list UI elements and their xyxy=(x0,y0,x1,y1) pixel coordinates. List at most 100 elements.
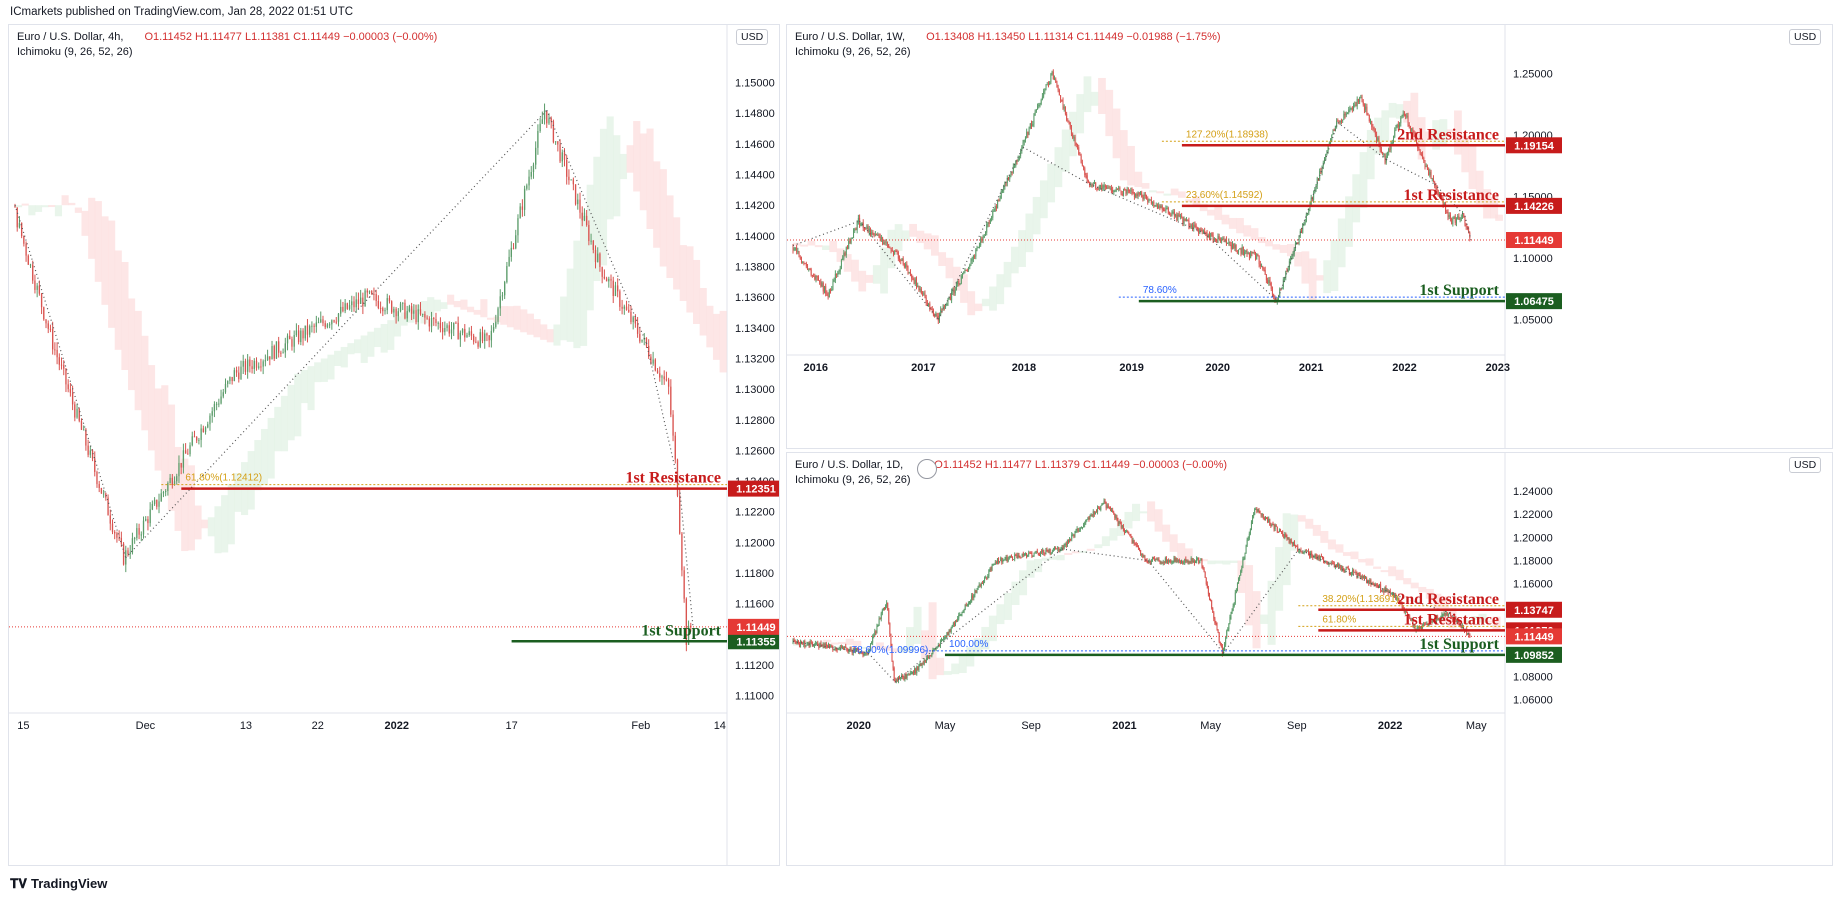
x-tick-label: 2020 xyxy=(1206,362,1230,374)
candle-body xyxy=(895,679,897,683)
candle-body xyxy=(1100,185,1102,187)
candle-body xyxy=(1108,508,1110,510)
support-label: 1st Support xyxy=(1419,282,1499,299)
x-tick-label: 2020 xyxy=(847,720,871,732)
candle-body xyxy=(798,644,800,646)
candle-body xyxy=(1445,204,1447,213)
price-tag xyxy=(1506,197,1562,214)
currency-button[interactable]: USD xyxy=(736,29,769,45)
current-price-tag xyxy=(728,618,779,635)
candle-body xyxy=(903,676,905,680)
candle-body xyxy=(574,184,577,205)
candle-body xyxy=(1409,615,1411,619)
candle-body xyxy=(515,235,517,249)
candle-body xyxy=(1223,238,1225,242)
candle-body xyxy=(27,255,29,265)
candle-body xyxy=(839,268,841,272)
candle-body xyxy=(1108,187,1110,189)
cloud-segment xyxy=(1199,559,1208,562)
candle-body xyxy=(23,235,25,244)
candle-body xyxy=(823,286,825,292)
indicator-label: Ichimoku (9, 26, 52, 26) xyxy=(795,46,911,58)
candle-body xyxy=(1391,593,1393,595)
cloud-segment xyxy=(1433,593,1442,611)
chart-panel-1d[interactable]: Euro / U.S. Dollar, 1D, O1.11452 H1.1147… xyxy=(786,452,1833,866)
candle-body xyxy=(833,649,835,651)
candle-body xyxy=(1350,107,1352,110)
cloud-segment xyxy=(1154,509,1163,532)
candle-body xyxy=(1196,558,1198,562)
candle-body xyxy=(49,328,52,330)
x-tick-label: 2022 xyxy=(1378,720,1402,732)
candle-body xyxy=(1273,524,1275,530)
cloud-segment xyxy=(599,128,608,266)
currency-button[interactable]: USD xyxy=(1789,29,1822,45)
candle-body xyxy=(1256,508,1258,512)
candle-body xyxy=(667,379,670,387)
candle-body xyxy=(1347,567,1349,569)
price-tag-label: 1.14226 xyxy=(1514,201,1554,213)
chart-canvas-4h[interactable]: 1.150001.148001.146001.144001.142001.140… xyxy=(9,25,779,865)
candle-body xyxy=(843,646,845,650)
candle-body xyxy=(1438,618,1440,620)
candle-body xyxy=(1045,84,1047,89)
candle-body xyxy=(795,642,797,644)
candle-body xyxy=(820,281,822,287)
candle-body xyxy=(917,666,919,671)
candle-body xyxy=(1183,562,1185,564)
candle-body xyxy=(652,359,654,364)
replay-toggle-button[interactable] xyxy=(917,459,937,479)
candle-body xyxy=(1419,626,1421,629)
y-tick-label: 1.05000 xyxy=(1513,314,1553,326)
candle-body xyxy=(1131,536,1133,543)
cloud-segment xyxy=(1141,183,1150,189)
candle-body xyxy=(998,558,1000,563)
candle-body xyxy=(102,493,105,495)
candle-body xyxy=(915,279,917,287)
candle-body xyxy=(597,253,599,263)
candle-body xyxy=(964,269,966,273)
candle-body xyxy=(215,403,218,405)
cloud-segment xyxy=(327,354,335,380)
candle-body xyxy=(295,330,298,336)
x-tick-label: 2017 xyxy=(911,362,935,374)
candle-body xyxy=(1324,561,1326,563)
chart-canvas-1d[interactable]: 1.240001.220001.200001.180001.160001.140… xyxy=(787,453,1832,865)
chart-panel-4h[interactable]: Euro / U.S. Dollar, 4h, O1.11452 H1.1147… xyxy=(8,24,780,866)
candle-body xyxy=(1051,550,1053,554)
candle-body xyxy=(1150,199,1152,204)
candle-body xyxy=(1172,211,1174,214)
candle-body xyxy=(1031,553,1033,557)
candle-body xyxy=(672,414,674,436)
candle-body xyxy=(1020,557,1022,559)
candle-body xyxy=(563,152,566,160)
candle-body xyxy=(1024,137,1026,141)
candle-body xyxy=(1129,534,1131,536)
candle-body xyxy=(1117,519,1119,525)
candle-body xyxy=(1200,558,1202,561)
candle-body xyxy=(1069,539,1071,543)
candle-body xyxy=(1210,233,1212,237)
indicator-label: Ichimoku (9, 26, 52, 26) xyxy=(17,46,133,58)
candle-body xyxy=(1299,230,1301,236)
chart-panel-1w[interactable]: Euro / U.S. Dollar, 1W, O1.13408 H1.1345… xyxy=(786,24,1833,449)
candle-body xyxy=(1250,251,1252,258)
candle-body xyxy=(391,301,393,313)
cloud-segment xyxy=(916,230,925,244)
current-price-tag xyxy=(1506,628,1562,645)
currency-button[interactable]: USD xyxy=(1789,457,1822,473)
footer-brand[interactable]: 𝐓𝐕 TradingView xyxy=(10,876,107,892)
candle-body xyxy=(1073,137,1075,139)
candle-body xyxy=(882,237,884,245)
candle-body xyxy=(1055,78,1057,83)
candle-body xyxy=(371,291,373,294)
candle-body xyxy=(1018,555,1020,557)
candle-body xyxy=(359,297,362,304)
candle-body xyxy=(568,176,570,181)
trend-line xyxy=(1204,232,1278,302)
cloud-segment xyxy=(334,350,342,366)
candle-body xyxy=(816,642,818,644)
candle-body xyxy=(1356,98,1358,107)
candle-body xyxy=(913,279,915,284)
